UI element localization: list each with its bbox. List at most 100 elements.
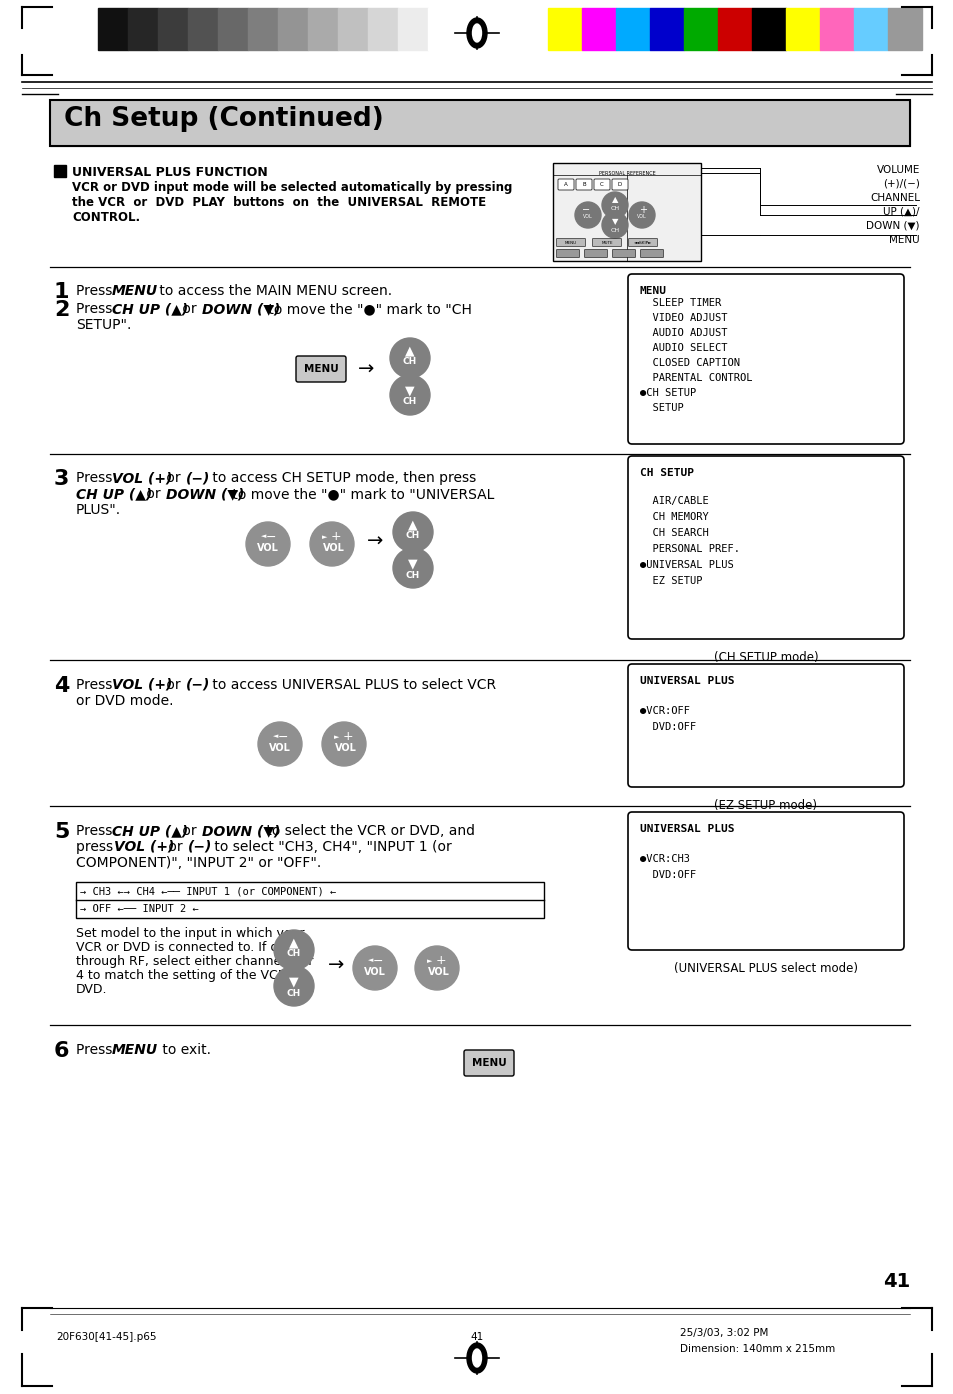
Bar <box>50 100 909 146</box>
Text: A: A <box>563 183 567 188</box>
Text: CH: CH <box>287 949 301 959</box>
Text: ▲: ▲ <box>405 344 415 357</box>
Ellipse shape <box>467 1342 486 1373</box>
Text: or: or <box>162 471 185 485</box>
Text: 41: 41 <box>470 1333 483 1342</box>
Text: CH: CH <box>610 227 618 233</box>
Text: (EZ SETUP mode): (EZ SETUP mode) <box>714 799 817 811</box>
Text: or: or <box>178 302 201 316</box>
Text: MENU: MENU <box>112 284 158 298</box>
Text: VCR or DVD input mode will be selected automatically by pressing: VCR or DVD input mode will be selected a… <box>71 181 512 194</box>
Text: VOL: VOL <box>364 967 386 977</box>
Text: MENU: MENU <box>471 1058 506 1068</box>
FancyBboxPatch shape <box>628 238 657 247</box>
Circle shape <box>390 337 430 378</box>
Text: 41: 41 <box>882 1271 909 1291</box>
Text: Set model to the input in which your: Set model to the input in which your <box>76 927 304 940</box>
Text: DVD:OFF: DVD:OFF <box>639 870 696 880</box>
Circle shape <box>246 521 290 566</box>
FancyBboxPatch shape <box>612 250 635 258</box>
Text: (CH SETUP mode): (CH SETUP mode) <box>713 651 818 664</box>
Text: to exit.: to exit. <box>158 1043 211 1057</box>
FancyBboxPatch shape <box>584 250 607 258</box>
Text: ◄: ◄ <box>273 733 278 739</box>
Text: CH: CH <box>405 531 419 541</box>
Text: CH: CH <box>402 357 416 367</box>
Text: DVD:OFF: DVD:OFF <box>639 722 696 732</box>
Text: CH UP (▲): CH UP (▲) <box>112 824 188 838</box>
Text: AUDIO ADJUST: AUDIO ADJUST <box>639 328 727 337</box>
Bar <box>277 8 308 50</box>
FancyBboxPatch shape <box>592 238 620 247</box>
Text: CH: CH <box>287 988 301 998</box>
Circle shape <box>628 202 655 229</box>
Bar <box>785 8 820 50</box>
Text: Dimension: 140mm x 215mm: Dimension: 140mm x 215mm <box>679 1344 835 1354</box>
Text: to move the "●" mark to "UNIVERSAL: to move the "●" mark to "UNIVERSAL <box>228 487 494 500</box>
Text: →: → <box>328 955 344 974</box>
Text: to select "CH3, CH4", "INPUT 1 (or: to select "CH3, CH4", "INPUT 1 (or <box>210 841 452 855</box>
Circle shape <box>390 375 430 415</box>
Text: ▼: ▼ <box>405 385 415 397</box>
Text: Press: Press <box>76 824 116 838</box>
Text: DOWN (▼): DOWN (▼) <box>202 302 280 316</box>
Bar <box>428 8 457 50</box>
Text: MENU: MENU <box>303 364 338 374</box>
Text: AUDIO SELECT: AUDIO SELECT <box>639 343 727 353</box>
Text: D: D <box>618 183 621 188</box>
Bar <box>397 8 428 50</box>
Bar <box>308 8 337 50</box>
Bar <box>547 8 581 50</box>
Text: CH SETUP: CH SETUP <box>639 468 693 478</box>
FancyBboxPatch shape <box>295 355 346 382</box>
Text: VIDEO ADJUST: VIDEO ADJUST <box>639 314 727 323</box>
Text: 25/3/03, 3:02 PM: 25/3/03, 3:02 PM <box>679 1328 767 1338</box>
Bar <box>188 8 218 50</box>
Text: ◄: ◄ <box>368 958 374 963</box>
Text: +: + <box>342 730 353 743</box>
Text: ▼: ▼ <box>289 976 298 988</box>
FancyBboxPatch shape <box>627 275 903 445</box>
Text: ◄◄SKIP►: ◄◄SKIP► <box>633 241 652 245</box>
Text: −: − <box>373 955 383 967</box>
Bar <box>54 164 66 177</box>
Text: ▲: ▲ <box>289 937 298 949</box>
Text: ▲: ▲ <box>408 519 417 531</box>
Bar <box>98 8 128 50</box>
Text: (−): (−) <box>188 841 213 855</box>
Text: (−): (−) <box>186 677 211 691</box>
Text: or: or <box>178 824 201 838</box>
Text: +: + <box>331 531 341 544</box>
Bar <box>76 882 543 919</box>
Text: CLOSED CAPTION: CLOSED CAPTION <box>639 358 740 368</box>
Ellipse shape <box>472 24 481 42</box>
FancyBboxPatch shape <box>556 250 578 258</box>
Circle shape <box>274 966 314 1006</box>
Text: Press: Press <box>76 1043 116 1057</box>
Text: CHANNEL: CHANNEL <box>869 192 919 204</box>
Text: 4 to match the setting of the VCR or: 4 to match the setting of the VCR or <box>76 969 303 981</box>
Text: VOL: VOL <box>582 215 592 219</box>
Text: Ch Setup (Continued): Ch Setup (Continued) <box>64 106 383 132</box>
FancyBboxPatch shape <box>627 811 903 949</box>
Text: VOL (+): VOL (+) <box>113 841 174 855</box>
Text: +: + <box>639 205 646 215</box>
Bar <box>218 8 248 50</box>
Text: through RF, select either channel 3 or: through RF, select either channel 3 or <box>76 955 313 967</box>
Text: SETUP".: SETUP". <box>76 318 132 332</box>
Text: ▼: ▼ <box>408 558 417 570</box>
Text: COMPONENT)", "INPUT 2" or "OFF".: COMPONENT)", "INPUT 2" or "OFF". <box>76 856 321 870</box>
Text: ►: ► <box>334 735 339 740</box>
Bar <box>337 8 368 50</box>
Circle shape <box>575 202 600 229</box>
Text: or: or <box>164 841 187 855</box>
Text: CH: CH <box>405 570 419 580</box>
Text: the VCR  or  DVD  PLAY  buttons  on  the  UNIVERSAL  REMOTE: the VCR or DVD PLAY buttons on the UNIVE… <box>71 197 486 209</box>
FancyBboxPatch shape <box>576 178 592 190</box>
Text: −: − <box>277 730 288 743</box>
Text: ►: ► <box>427 958 433 965</box>
Text: to access the MAIN MENU screen.: to access the MAIN MENU screen. <box>154 284 392 298</box>
Bar <box>50 100 909 146</box>
Bar <box>751 8 785 50</box>
Text: → OFF ←── INPUT 2 ←: → OFF ←── INPUT 2 ← <box>80 903 198 914</box>
